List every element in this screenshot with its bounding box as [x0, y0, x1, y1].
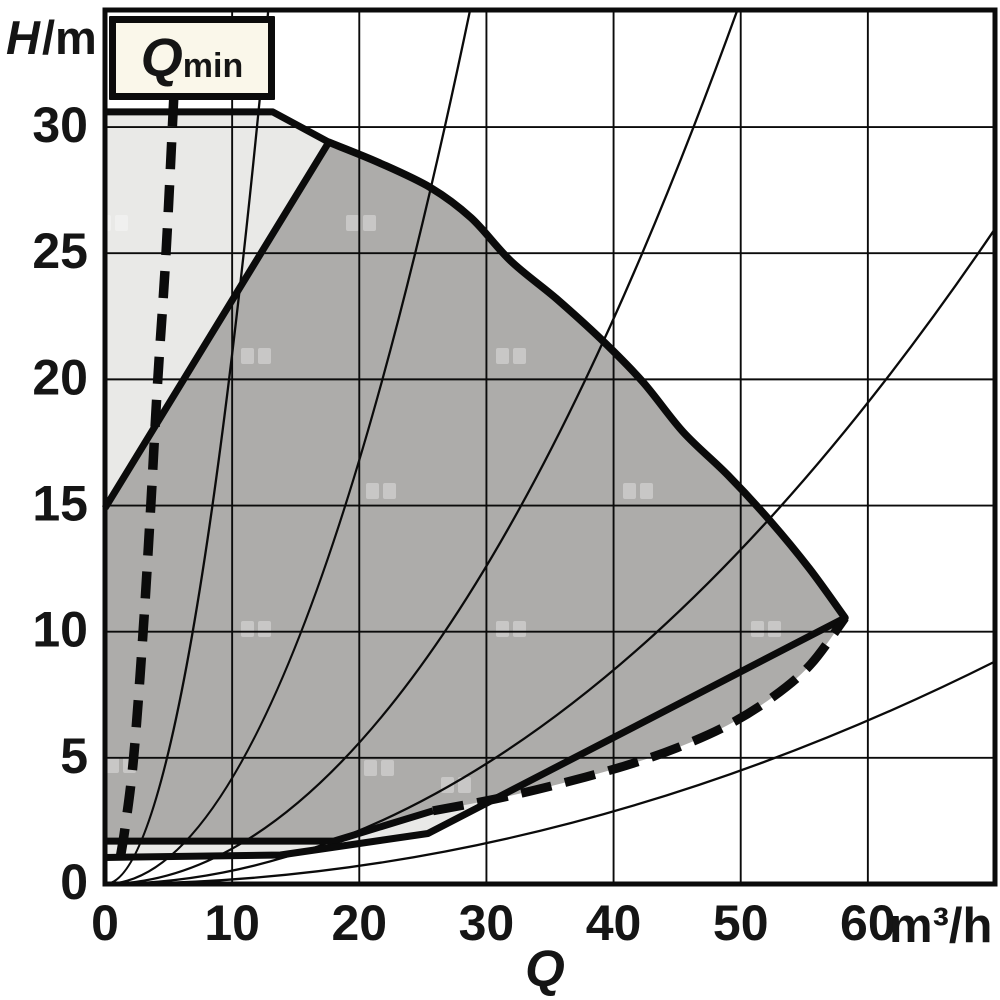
watermark-square: [383, 483, 396, 499]
system-curve-2: [104, 9, 739, 886]
watermark-square: [258, 348, 271, 364]
watermark-square: [346, 215, 359, 231]
y-tick-label-25: 25: [32, 223, 88, 279]
qmin-label-subscript: min: [182, 47, 244, 85]
x-tick-label-20: 20: [331, 895, 387, 951]
watermark-square: [513, 621, 526, 637]
watermark-square: [640, 483, 653, 499]
region-dark-continuous-duty: [105, 142, 845, 842]
x-tick-label-10: 10: [204, 895, 260, 951]
system-curve-4: [104, 660, 996, 886]
x-tick-label-30: 30: [459, 895, 515, 951]
y-tick-label-15: 15: [32, 476, 88, 532]
system-curve-0: [104, 9, 270, 886]
watermark-square: [623, 483, 636, 499]
y-axis-label-unit: /m: [41, 11, 97, 64]
y-tick-label-20: 20: [32, 349, 88, 405]
pump-max-curve-line: [325, 138, 849, 622]
plot-frame: [102, 7, 998, 887]
watermark-square: [496, 621, 509, 637]
watermark-square: [458, 777, 471, 793]
watermark-square: [768, 621, 781, 637]
y-tick-label-10: 10: [32, 602, 88, 658]
x-tick-label-0: 0: [91, 895, 119, 951]
watermark-square: [106, 757, 119, 773]
x-axis-unit: m³/h: [889, 899, 993, 953]
watermark-square: [496, 348, 509, 364]
watermark-square: [366, 483, 379, 499]
watermark-square: [364, 760, 377, 776]
watermark-square: [513, 348, 526, 364]
watermark-square: [363, 215, 376, 231]
watermark-square: [751, 621, 764, 637]
x-axis-label: Q: [525, 940, 565, 997]
x-tick-label-50: 50: [713, 895, 769, 951]
y-axis-label-symbol: H: [6, 11, 40, 64]
inner-region-bottom-line: [105, 807, 435, 845]
outer-envelope-top-line: [105, 108, 331, 146]
watermark-square: [381, 760, 394, 776]
x-tick-label-40: 40: [586, 895, 642, 951]
watermark-square: [782, 355, 795, 371]
y-tick-label-30: 30: [32, 97, 88, 153]
system-curve-1: [104, 9, 472, 886]
watermark-square: [258, 621, 271, 637]
qmin-label-symbol: Q: [140, 28, 183, 88]
watermark-square: [115, 215, 128, 231]
watermark-square: [799, 355, 812, 371]
system-curve-3: [104, 228, 996, 886]
y-tick-label-0: 0: [60, 854, 88, 910]
x-tick-label-60: 60: [840, 895, 896, 951]
watermark-square: [241, 621, 254, 637]
lower-qmin-dashed-line: [432, 615, 849, 816]
watermark-square: [241, 348, 254, 364]
qmin-dashed-line: [115, 99, 179, 859]
inner-region-left-line: [102, 140, 332, 510]
y-axis-label: H/m: [6, 14, 97, 61]
outer-envelope-bottom-line: [104, 614, 847, 861]
y-tick-label-5: 5: [60, 728, 88, 784]
